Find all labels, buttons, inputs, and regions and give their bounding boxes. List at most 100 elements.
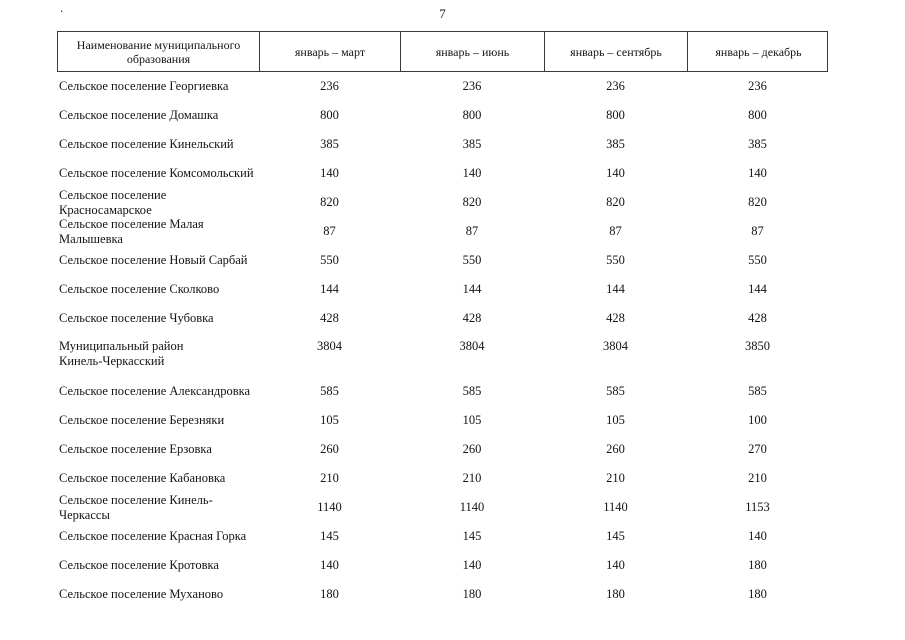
period-value: 105 — [606, 413, 625, 428]
period-value: 236 — [320, 79, 339, 94]
period-value: 236 — [606, 79, 625, 94]
table-row: Сельское поселение Георгиевка 236 236 236 23… — [57, 72, 828, 101]
municipality-name: Сельское поселение Кабановка — [59, 471, 226, 486]
municipality-name: Сельское поселение Кротовка — [59, 558, 219, 573]
period-value: 385 — [606, 137, 625, 152]
period-value: 385 — [462, 137, 482, 152]
table-row: Сельское поселение Александровка 585 585 58… — [57, 377, 828, 406]
period-value: 87 — [609, 224, 622, 239]
period-value: 585 — [320, 384, 339, 399]
period-value: 140 — [320, 166, 339, 181]
municipality-name: Сельское поселение Новый Сарбай — [59, 253, 248, 268]
period-value: 210 — [748, 471, 767, 486]
period-value: 236 — [748, 79, 767, 94]
municipal-values-table: Наименование муниципального образования я… — [57, 31, 828, 609]
period-value: 3804 — [459, 339, 485, 353]
column-header-period: январь – июнь — [401, 32, 545, 71]
period-value: 210 — [606, 471, 625, 486]
period-value: 385 — [320, 137, 339, 152]
period-value: 428 — [748, 311, 767, 326]
municipality-name: Сельское поселение Домашка — [59, 108, 219, 123]
period-value: 236 — [462, 79, 482, 94]
period-value: 550 — [748, 253, 767, 268]
period-value: 87 — [465, 224, 479, 239]
period-value: 144 — [462, 282, 482, 297]
municipality-name: Сельское поселение Сколково — [59, 282, 220, 297]
table-header-row: Наименование муниципального образования я… — [57, 31, 828, 72]
period-value: 180 — [320, 587, 339, 602]
period-value: 140 — [462, 166, 482, 181]
period-value: 210 — [320, 471, 339, 486]
municipality-name: Сельское поселение Ерзовка — [59, 442, 212, 457]
page-number: 7 — [439, 6, 446, 21]
period-value: 820 — [462, 195, 482, 210]
period-value: 260 — [606, 442, 625, 457]
table-row: Сельское поселение Новый Сарбай 550 550 550… — [57, 246, 828, 275]
municipality-name: Сельское поселение Малая Малышевка — [59, 217, 204, 246]
period-value: 140 — [462, 558, 482, 573]
table-row: Сельское поселение Муханово 180 180 180 180 — [57, 580, 828, 609]
period-value: 550 — [606, 253, 625, 268]
period-value: 585 — [606, 384, 625, 399]
table-row: Сельское поселение Малая Малышевка 87 87 87… — [57, 217, 828, 246]
period-value: 105 — [320, 413, 339, 428]
municipality-name: Муниципальный район Кинель-Черкасский — [59, 339, 184, 368]
table-row: Сельское поселение Комсомольский 140 140 14… — [57, 159, 828, 188]
period-value: 87 — [323, 224, 336, 239]
table-row: Муниципальный район Кинель-Черкасский 380… — [57, 333, 828, 377]
period-value: 260 — [462, 442, 482, 457]
municipality-name: Сельское поселение Георгиевка — [59, 79, 229, 94]
period-value: 144 — [320, 282, 339, 297]
table-row: Сельское поселение Красная Горка 145 145 14… — [57, 522, 828, 551]
period-value: 550 — [462, 253, 482, 268]
period-value: 87 — [751, 224, 764, 239]
period-value: 144 — [606, 282, 625, 297]
period-value: 1153 — [745, 500, 770, 515]
period-value: 820 — [320, 195, 339, 210]
period-value: 800 — [606, 108, 625, 123]
period-value: 550 — [320, 253, 339, 268]
period-value: 140 — [748, 166, 767, 181]
period-value: 210 — [462, 471, 482, 486]
period-value: 140 — [320, 558, 339, 573]
table-row: Сельское поселение Домашка 800 800 800 800 — [57, 101, 828, 130]
period-value: 140 — [606, 558, 625, 573]
scan-artifact-dot: . — [60, 0, 64, 15]
period-value: 3804 — [317, 339, 342, 353]
period-value: 145 — [462, 529, 482, 544]
table-row: Сельское поселение Чубовка 428 428 428 428 — [57, 304, 828, 333]
municipality-name: Сельское поселение Кинель-Черкассы — [59, 493, 213, 522]
table-row: Сельское поселение Ерзовка 260 260 260 270 — [57, 435, 828, 464]
period-value: 145 — [320, 529, 339, 544]
period-value: 428 — [462, 311, 482, 326]
period-value: 100 — [748, 413, 767, 428]
period-value: 585 — [748, 384, 767, 399]
table-row: Сельское поселение Сколково 144 144 144 144 — [57, 275, 828, 304]
period-value: 428 — [606, 311, 625, 326]
municipality-name: Сельское поселение Муханово — [59, 587, 224, 602]
period-value: 140 — [606, 166, 625, 181]
period-value: 144 — [748, 282, 767, 297]
column-header-name: Наименование муниципального образования — [58, 32, 260, 71]
column-header-period: январь – март — [260, 32, 401, 71]
period-value: 385 — [748, 137, 767, 152]
period-value: 105 — [462, 413, 482, 428]
period-value: 180 — [748, 587, 767, 602]
table-row: Сельское поселение Кротовка 140 140 140 180 — [57, 551, 828, 580]
municipality-name: Сельское поселение Кинельский — [59, 137, 234, 152]
period-value: 180 — [748, 558, 767, 573]
period-value: 1140 — [603, 500, 628, 515]
table-row: Сельское поселение Березняки 105 105 105 100 — [57, 406, 828, 435]
period-value: 3850 — [745, 339, 770, 353]
table-row: Сельское поселение Кинель-Черкассы 1140 11… — [57, 493, 828, 522]
municipality-name: Сельское поселение Березняки — [59, 413, 225, 428]
municipality-name: Сельское поселение Красносамарское — [59, 188, 167, 217]
table-row: Сельское поселение Кабановка 210 210 210 210 — [57, 464, 828, 493]
column-header-period: январь – сентябрь — [545, 32, 688, 71]
municipality-name: Сельское поселение Красная Горка — [59, 529, 247, 544]
period-value: 800 — [748, 108, 767, 123]
period-value: 180 — [462, 587, 482, 602]
period-value: 800 — [462, 108, 482, 123]
column-header-period: январь – декабрь — [715, 44, 802, 59]
